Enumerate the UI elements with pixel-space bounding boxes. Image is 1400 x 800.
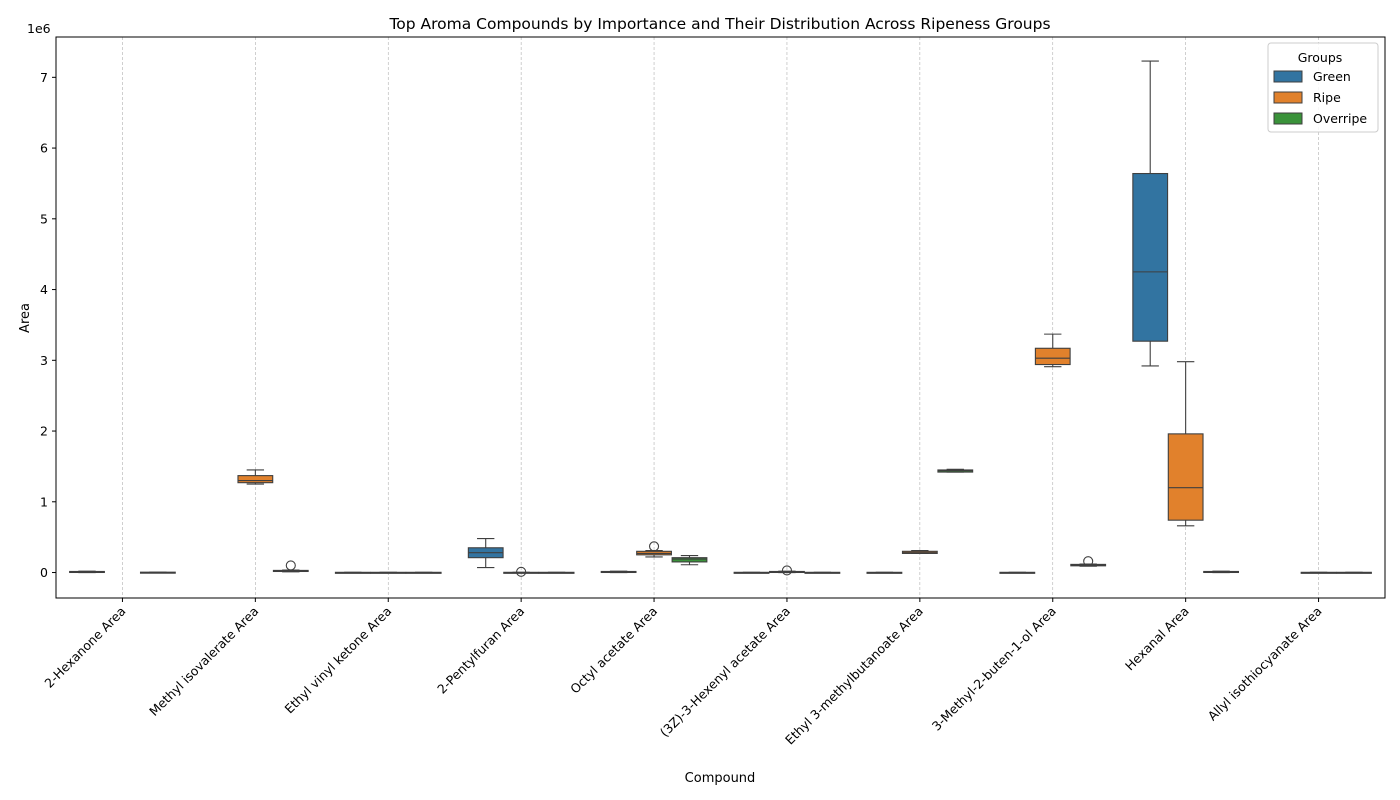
box-ripe	[503, 566, 540, 577]
box-iqr	[1167, 433, 1204, 521]
boxes	[69, 60, 1372, 577]
grid-lines	[122, 37, 1319, 598]
box-green	[69, 570, 105, 574]
box-green	[334, 571, 371, 574]
box-iqr	[1132, 172, 1169, 342]
legend-title: Groups	[1298, 50, 1343, 65]
outlier-point	[285, 560, 296, 571]
legend-label-ripe: Ripe	[1313, 90, 1341, 105]
box-overripe	[1070, 556, 1107, 567]
y-tick-label: 6	[40, 141, 48, 156]
legend-swatch-overripe	[1273, 112, 1303, 125]
box-overripe	[538, 571, 575, 574]
box-overripe	[1336, 571, 1372, 574]
box-ripe	[1034, 333, 1071, 368]
box-overripe	[937, 468, 974, 473]
box-overripe	[272, 560, 309, 573]
box-iqr	[1034, 347, 1071, 366]
y-tick-label: 5	[40, 211, 48, 226]
x-tick-label: 2-Hexanone Area	[41, 604, 128, 691]
legend-label-overripe: Overripe	[1313, 111, 1367, 126]
box-green	[600, 570, 637, 574]
x-tick-label: Allyl isothiocyanate Area	[1205, 604, 1325, 724]
x-tick-label: (3Z)-3-Hexenyl acetate Area	[657, 604, 793, 740]
outlier-point	[781, 565, 793, 576]
legend-frame	[1267, 42, 1379, 133]
x-axis: 2-Hexanone Area Methyl isovalerate Area Et…	[41, 598, 1325, 748]
legend-swatch-green	[1273, 70, 1303, 83]
outlier-point	[1083, 556, 1094, 567]
y-tick-label: 1	[40, 494, 48, 509]
legend-label-green: Green	[1313, 69, 1351, 84]
box-overripe	[139, 571, 176, 574]
box-overripe	[405, 571, 442, 574]
y-axis: 0 1 2 3 4 5 6 7	[40, 70, 56, 580]
x-tick-label: Octyl acetate Area	[567, 604, 660, 697]
chart-title: Top Aroma Compounds by Importance and Th…	[388, 15, 1050, 33]
y-offset-label: 1e6	[27, 21, 51, 36]
y-tick-label: 2	[40, 424, 48, 439]
box-green	[866, 571, 903, 574]
box-ripe	[769, 565, 805, 576]
legend: Groups Green Ripe Overripe	[1267, 42, 1379, 133]
box-iqr	[237, 475, 274, 484]
x-tick-label: 2-Pentylfuran Area	[434, 604, 527, 697]
outlier-point	[648, 541, 660, 552]
outlier-point	[516, 566, 527, 577]
box-overripe	[804, 571, 841, 574]
x-tick-label: Ethyl vinyl ketone Area	[282, 604, 395, 717]
box-ripe	[901, 550, 938, 554]
x-tick-label: Ethyl 3-methylbutanoate Area	[782, 604, 926, 748]
y-tick-label: 3	[40, 353, 48, 368]
box-overripe	[671, 555, 708, 566]
x-tick-label: Methyl isovalerate Area	[146, 604, 261, 719]
y-tick-label: 4	[40, 282, 48, 297]
x-axis-label: Compound	[685, 771, 756, 786]
box-green	[467, 538, 504, 569]
box-iqr	[671, 557, 708, 563]
box-ripe	[636, 541, 672, 558]
box-overripe	[1203, 570, 1240, 574]
x-tick-label: 3-Methyl-2-buten-1-ol Area	[929, 604, 1059, 734]
legend-items: Green Ripe Overripe	[1273, 69, 1367, 126]
box-green	[1132, 60, 1169, 367]
y-tick-label: 0	[40, 565, 48, 580]
x-tick-label: Hexanal Area	[1122, 604, 1192, 674]
box-green	[733, 571, 770, 574]
legend-swatch-ripe	[1273, 91, 1303, 104]
box-ripe	[370, 571, 407, 574]
box-ripe	[237, 469, 274, 485]
y-tick-label: 7	[40, 70, 48, 85]
box-green	[999, 571, 1036, 574]
plot-frame	[55, 36, 1386, 599]
box-ripe	[1300, 571, 1337, 574]
box-ripe	[1167, 361, 1204, 527]
y-axis-label: Area	[18, 303, 33, 333]
